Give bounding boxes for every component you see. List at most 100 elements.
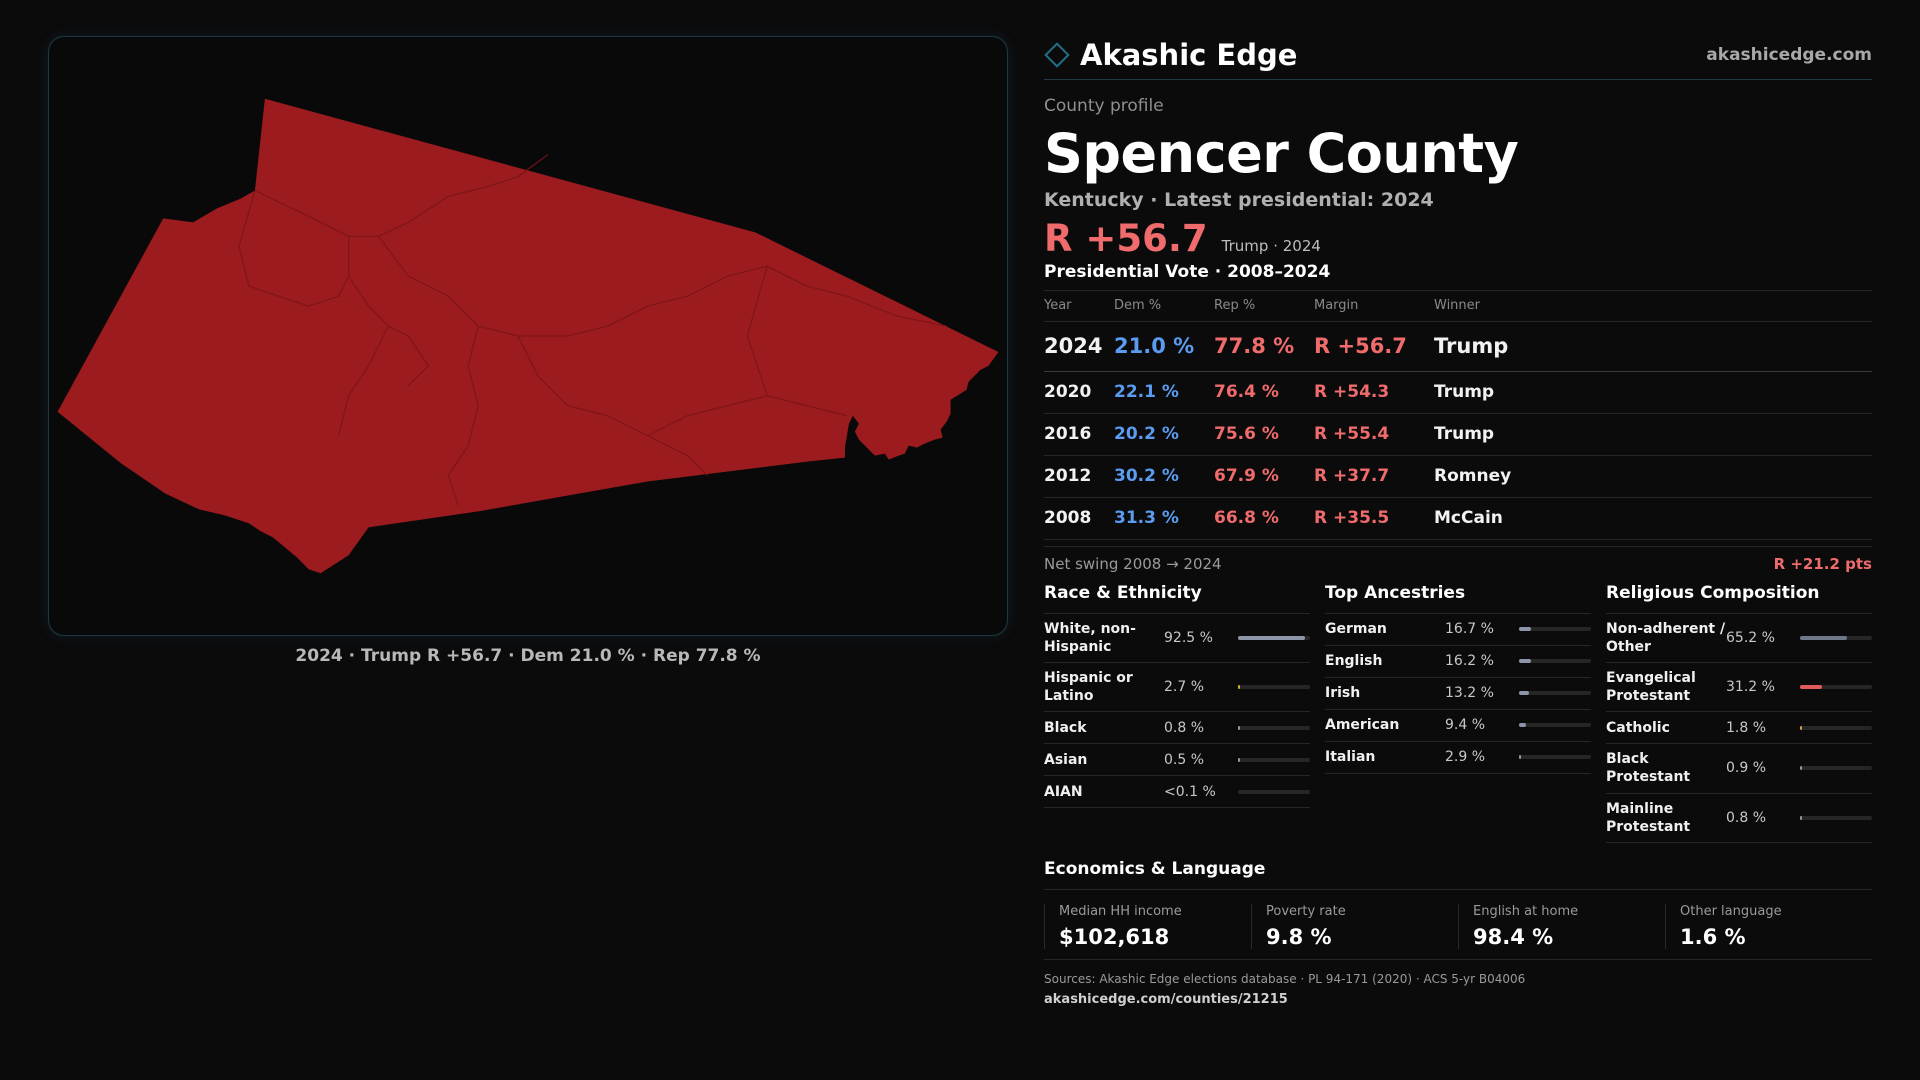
vote-table: Year Dem % Rep % Margin Winner 2024 21.0… bbox=[1044, 291, 1872, 540]
cell-year: 2008 bbox=[1044, 497, 1114, 540]
economics-title: Economics & Language bbox=[1044, 859, 1872, 890]
race-row: Asian 0.5 % bbox=[1044, 744, 1310, 777]
table-row: 2024 21.0 % 77.8 % R +56.7 Trump bbox=[1044, 321, 1872, 372]
ancestry-title: Top Ancestries bbox=[1325, 583, 1591, 614]
ancestry-bar-fill bbox=[1519, 691, 1529, 695]
cell-winner: Trump bbox=[1434, 413, 1872, 456]
cell-year: 2016 bbox=[1044, 413, 1114, 456]
page-subtitle: Kentucky · Latest presidential: 2024 bbox=[1044, 189, 1434, 211]
diamond-logo-icon bbox=[1044, 41, 1070, 68]
page-title: Spencer County bbox=[1044, 122, 1519, 185]
cell-year: 2024 bbox=[1044, 321, 1114, 372]
net-swing-label: Net swing 2008 → 2024 bbox=[1044, 554, 1222, 573]
religion-row: Non-adherent / Other 65.2 % bbox=[1606, 614, 1872, 663]
map-caption: 2024 · Trump R +56.7 · Dem 21.0 % · Rep … bbox=[295, 646, 761, 666]
race-ethnicity-section: Race & Ethnicity White, non-Hispanic 92.5… bbox=[1044, 583, 1310, 844]
cell-margin: R +55.4 bbox=[1314, 413, 1434, 456]
cell-dem: 22.1 % bbox=[1114, 371, 1214, 414]
table-row: 2008 31.3 % 66.8 % R +35.5 McCain bbox=[1044, 497, 1872, 540]
religion-bar bbox=[1800, 766, 1872, 771]
county-permalink[interactable]: akashicedge.com/counties/21215 bbox=[1044, 992, 1288, 1007]
page-eyebrow: County profile bbox=[1044, 96, 1164, 116]
header-bar: Akashic Edge akashicedge.com bbox=[1044, 30, 1872, 80]
cell-winner: Trump bbox=[1434, 371, 1872, 414]
county-map[interactable] bbox=[49, 37, 1007, 635]
ancestry-value: 9.4 % bbox=[1445, 717, 1486, 733]
cell-margin: R +37.7 bbox=[1314, 455, 1434, 498]
cell-margin: R +54.3 bbox=[1314, 371, 1434, 414]
race-value: 0.5 % bbox=[1164, 751, 1205, 768]
econ-other-language: Other language 1.6 % bbox=[1665, 904, 1872, 949]
brand-name: Akashic Edge bbox=[1080, 37, 1298, 72]
col-winner: Winner bbox=[1434, 291, 1872, 322]
cell-rep: 75.6 % bbox=[1214, 413, 1314, 456]
brand-url-link[interactable]: akashicedge.com bbox=[1706, 44, 1872, 65]
religion-label: Catholic bbox=[1606, 719, 1670, 736]
ancestry-bar bbox=[1519, 755, 1591, 759]
religion-value: 31.2 % bbox=[1726, 679, 1775, 696]
religion-value: 1.8 % bbox=[1726, 719, 1767, 736]
econ-value: 1.6 % bbox=[1680, 925, 1746, 949]
cell-winner: Trump bbox=[1434, 321, 1872, 372]
race-value: 2.7 % bbox=[1164, 679, 1205, 696]
religion-row: Mainline Protestant 0.8 % bbox=[1606, 794, 1872, 843]
ancestry-label: Irish bbox=[1325, 684, 1361, 701]
race-bar-fill bbox=[1238, 635, 1305, 640]
religion-bar bbox=[1800, 635, 1872, 640]
ancestry-section: Top Ancestries German 16.7 % English 16.2 %… bbox=[1325, 583, 1591, 844]
religion-bar-fill bbox=[1800, 635, 1847, 640]
ancestry-bar-fill bbox=[1519, 659, 1531, 663]
cell-dem: 31.3 % bbox=[1114, 497, 1214, 540]
religion-value: 0.9 % bbox=[1726, 760, 1767, 777]
demographics: Race & Ethnicity White, non-Hispanic 92.5… bbox=[1044, 583, 1872, 844]
ancestry-value: 2.9 % bbox=[1445, 749, 1486, 765]
ancestry-row: English 16.2 % bbox=[1325, 646, 1591, 678]
cell-dem: 21.0 % bbox=[1114, 321, 1214, 372]
ancestry-bar-fill bbox=[1519, 755, 1522, 759]
ancestry-label: English bbox=[1325, 652, 1383, 669]
ancestry-row: Irish 13.2 % bbox=[1325, 678, 1591, 710]
religion-value: 65.2 % bbox=[1726, 629, 1775, 646]
ancestry-bar bbox=[1519, 659, 1591, 663]
ancestry-value: 16.2 % bbox=[1445, 653, 1494, 669]
religion-title: Religious Composition bbox=[1606, 583, 1872, 614]
headline-note: Trump · 2024 bbox=[1221, 237, 1321, 255]
religion-label: Non-adherent / Other bbox=[1606, 620, 1726, 655]
race-bar-fill bbox=[1238, 725, 1240, 730]
race-bar-fill bbox=[1238, 685, 1240, 690]
race-bar bbox=[1238, 685, 1310, 690]
religion-row: Black Protestant 0.9 % bbox=[1606, 744, 1872, 794]
county-map-panel[interactable] bbox=[48, 36, 1008, 636]
religion-list: Non-adherent / Other 65.2 % Evangelical Pr… bbox=[1606, 614, 1872, 843]
race-value: 92.5 % bbox=[1164, 629, 1213, 646]
religion-bar bbox=[1800, 685, 1872, 690]
economics-grid: Median HH income $102,618 Poverty rate 9… bbox=[1044, 904, 1872, 960]
ancestry-row: American 9.4 % bbox=[1325, 710, 1591, 742]
religion-bar bbox=[1800, 725, 1872, 730]
econ-label: English at home bbox=[1473, 904, 1579, 919]
cell-winner: Romney bbox=[1434, 455, 1872, 498]
race-row: AIAN <0.1 % bbox=[1044, 776, 1310, 809]
ancestry-bar bbox=[1519, 691, 1591, 695]
col-year: Year bbox=[1044, 291, 1114, 322]
race-label: AIAN bbox=[1044, 783, 1083, 800]
sources-note: Sources: Akashic Edge elections database… bbox=[1044, 972, 1526, 986]
cell-year: 2020 bbox=[1044, 371, 1114, 414]
econ-label: Poverty rate bbox=[1266, 904, 1346, 919]
cell-rep: 76.4 % bbox=[1214, 371, 1314, 414]
race-bar bbox=[1238, 757, 1310, 762]
brand[interactable]: Akashic Edge bbox=[1044, 38, 1297, 72]
religion-bar-fill bbox=[1800, 815, 1802, 820]
ancestry-bar bbox=[1519, 627, 1591, 631]
econ-label: Other language bbox=[1680, 904, 1782, 919]
race-ethnicity-list: White, non-Hispanic 92.5 % Hispanic or Lat… bbox=[1044, 614, 1310, 809]
col-rep: Rep % bbox=[1214, 291, 1314, 322]
race-value: 0.8 % bbox=[1164, 719, 1205, 736]
religion-bar-fill bbox=[1800, 766, 1802, 771]
religion-value: 0.8 % bbox=[1726, 809, 1767, 826]
ancestry-bar-fill bbox=[1519, 723, 1526, 727]
race-ethnicity-title: Race & Ethnicity bbox=[1044, 583, 1310, 614]
race-bar bbox=[1238, 789, 1310, 794]
col-dem: Dem % bbox=[1114, 291, 1214, 322]
race-label: Asian bbox=[1044, 751, 1088, 768]
